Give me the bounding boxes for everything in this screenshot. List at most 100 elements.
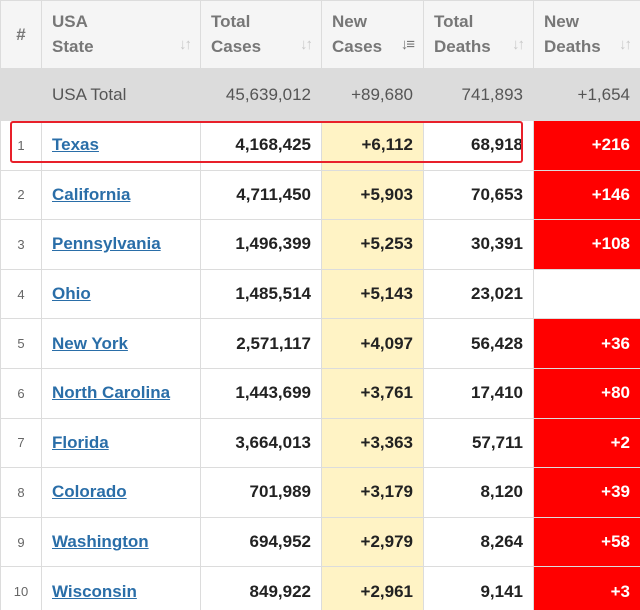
new-deaths-cell: +3 [533, 566, 640, 610]
new-cases-cell: +6,112 [321, 120, 424, 171]
table-row: 8 Colorado 701,989 +3,179 8,120 +39 [0, 467, 640, 518]
sort-icon[interactable]: ↓↑ [619, 36, 632, 53]
table-row: 7 Florida 3,664,013 +3,363 57,711 +2 [0, 417, 640, 469]
state-cell: Colorado [41, 467, 201, 518]
new-deaths-cell: +216 [533, 120, 640, 171]
new-cases-cell: +2,979 [321, 516, 424, 568]
sort-icon[interactable]: ↓↑ [512, 36, 525, 53]
new-cases-cell: +5,253 [321, 219, 424, 270]
state-link[interactable]: New York [52, 333, 128, 353]
header-total-deaths[interactable]: Total Deaths ↓↑ [423, 0, 534, 69]
total-deaths-cell: 17,410 [423, 367, 534, 419]
total-cases-cell: 1,496,399 [200, 219, 322, 270]
row-index: 2 [0, 169, 42, 221]
header-new-deaths[interactable]: New Deaths ↓↑ [533, 0, 640, 69]
new-deaths-cell: +39 [533, 467, 640, 518]
state-link[interactable]: Florida [52, 432, 109, 452]
usa-total-row: USA Total 45,639,012 +89,680 741,893 +1,… [0, 68, 640, 121]
new-deaths-cell: +36 [533, 318, 640, 369]
total-label: USA Total [41, 68, 201, 121]
row-index: 7 [0, 417, 42, 469]
state-cell: Ohio [41, 268, 201, 320]
table-row: 3 Pennsylvania 1,496,399 +5,253 30,391 +108 [0, 219, 640, 270]
total-cases-cell: 4,168,425 [200, 120, 322, 171]
new-cases-cell: +3,761 [321, 367, 424, 419]
header-new-cases[interactable]: New Cases ↓≡ [321, 0, 424, 69]
table-row: 9 Washington 694,952 +2,979 8,264 +58 [0, 516, 640, 568]
total-new-deaths: +1,654 [533, 68, 640, 121]
table-row: 10 Wisconsin 849,922 +2,961 9,141 +3 [0, 566, 640, 610]
total-cases-cell: 849,922 [200, 566, 322, 610]
state-link[interactable]: Washington [52, 532, 149, 552]
state-link[interactable]: North Carolina [52, 383, 171, 403]
sort-icon[interactable]: ↓↑ [300, 36, 313, 53]
header-index: # [0, 0, 42, 69]
total-cases-cell: 694,952 [200, 516, 322, 568]
state-cell: Washington [41, 516, 201, 568]
state-cell: New York [41, 318, 201, 369]
new-cases-cell: +3,179 [321, 467, 424, 518]
state-link[interactable]: Ohio [52, 284, 91, 304]
total-cases-cell: 1,443,699 [200, 367, 322, 419]
new-cases-cell: +5,903 [321, 169, 424, 221]
row-index: 9 [0, 516, 42, 568]
new-deaths-cell: +58 [533, 516, 640, 568]
row-index: 4 [0, 268, 42, 320]
new-deaths-cell: +2 [533, 417, 640, 469]
total-cases-cell: 2,571,117 [200, 318, 322, 369]
total-total-cases: 45,639,012 [200, 68, 322, 121]
row-index: 5 [0, 318, 42, 369]
state-cell: Pennsylvania [41, 219, 201, 270]
state-link[interactable]: Pennsylvania [52, 234, 161, 254]
table-row: 6 North Carolina 1,443,699 +3,761 17,410 +80 [0, 367, 640, 419]
new-cases-cell: +2,961 [321, 566, 424, 610]
state-cell: Texas [41, 120, 201, 171]
row-index: 3 [0, 219, 42, 270]
total-deaths-cell: 30,391 [423, 219, 534, 270]
total-cases-cell: 4,711,450 [200, 169, 322, 221]
total-deaths-cell: 57,711 [423, 417, 534, 469]
state-link[interactable]: Colorado [52, 482, 127, 502]
total-deaths-cell: 8,120 [423, 467, 534, 518]
state-cell: California [41, 169, 201, 221]
total-deaths-cell: 70,653 [423, 169, 534, 221]
table-row: 1 Texas 4,168,425 +6,112 68,918 +216 [0, 120, 640, 171]
header-state[interactable]: USA State ↓↑ [41, 0, 201, 69]
total-index-cell [0, 68, 42, 121]
header-row: # USA State ↓↑ Total Cases ↓↑ New Cases … [0, 0, 640, 69]
new-cases-cell: +3,363 [321, 417, 424, 469]
state-cell: North Carolina [41, 367, 201, 419]
total-deaths-cell: 9,141 [423, 566, 534, 610]
sort-icon[interactable]: ↓↑ [179, 36, 192, 53]
total-deaths-cell: 56,428 [423, 318, 534, 369]
total-deaths-cell: 23,021 [423, 268, 534, 320]
new-deaths-cell [533, 268, 640, 320]
total-cases-cell: 1,485,514 [200, 268, 322, 320]
total-cases-cell: 701,989 [200, 467, 322, 518]
sort-descending-icon[interactable]: ↓≡ [400, 36, 415, 53]
state-link[interactable]: Texas [52, 135, 99, 155]
header-total-cases[interactable]: Total Cases ↓↑ [200, 0, 322, 69]
table-row: 4 Ohio 1,485,514 +5,143 23,021 [0, 268, 640, 320]
new-deaths-cell: +108 [533, 219, 640, 270]
total-cases-cell: 3,664,013 [200, 417, 322, 469]
new-cases-cell: +4,097 [321, 318, 424, 369]
row-index: 8 [0, 467, 42, 518]
total-total-deaths: 741,893 [423, 68, 534, 121]
table-row: 2 California 4,711,450 +5,903 70,653 +146 [0, 169, 640, 221]
total-deaths-cell: 68,918 [423, 120, 534, 171]
new-deaths-cell: +80 [533, 367, 640, 419]
table-row: 5 New York 2,571,117 +4,097 56,428 +36 [0, 318, 640, 369]
total-new-cases: +89,680 [321, 68, 424, 121]
new-cases-cell: +5,143 [321, 268, 424, 320]
row-index: 6 [0, 367, 42, 419]
row-index: 10 [0, 566, 42, 610]
row-index: 1 [0, 120, 42, 171]
state-cell: Florida [41, 417, 201, 469]
total-deaths-cell: 8,264 [423, 516, 534, 568]
state-cell: Wisconsin [41, 566, 201, 610]
state-link[interactable]: Wisconsin [52, 581, 137, 601]
state-link[interactable]: California [52, 184, 131, 204]
new-deaths-cell: +146 [533, 169, 640, 221]
